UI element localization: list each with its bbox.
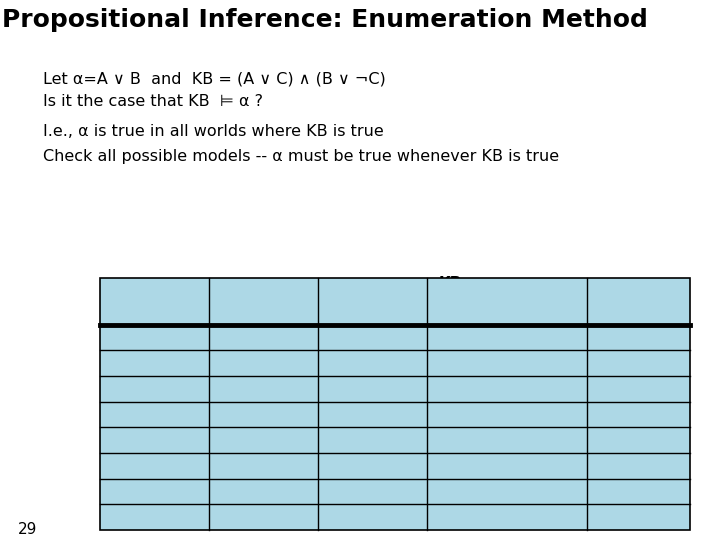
Text: True: True [217,510,249,525]
Text: False: False [326,484,364,499]
Text: False: False [217,356,256,370]
Text: Propositional Inference: Enumeration Method: Propositional Inference: Enumeration Met… [2,8,648,32]
Text: KB
(A ∨ C) ∧
(B ∨ ¬C): KB (A ∨ C) ∧ (B ∨ ¬C) [438,276,516,327]
Text: B: B [217,294,228,309]
Text: True: True [217,381,249,396]
Text: False: False [438,381,477,396]
Text: True: True [326,510,359,525]
Text: False: False [326,330,364,345]
Text: 29: 29 [18,522,37,537]
Text: False: False [326,381,364,396]
Text: True: True [438,433,471,448]
Text: True: True [326,407,359,422]
Text: False: False [108,407,146,422]
Text: α
A ∨ B: α A ∨ B [594,285,640,318]
Text: False: False [438,356,477,370]
Text: C: C [326,294,337,309]
Text: Let α=A ∨ B  and  KB = (A ∨ C) ∧ (B ∨ ¬C): Let α=A ∨ B and KB = (A ∨ C) ∧ (B ∨ ¬C) [43,71,386,86]
Text: True: True [108,484,140,499]
Text: False: False [108,381,146,396]
Text: False: False [217,330,256,345]
Text: True: True [326,356,359,370]
Text: False: False [108,330,146,345]
Text: False: False [438,458,477,474]
Text: True: True [438,407,471,422]
Text: False: False [217,458,256,474]
Text: I.e., α is true in all worlds where KB is true: I.e., α is true in all worlds where KB i… [43,124,384,139]
Text: False: False [326,433,364,448]
Text: Check all possible models -- α must be true whenever KB is true: Check all possible models -- α must be t… [43,148,559,164]
Text: A: A [108,294,120,309]
Text: False: False [438,330,477,345]
Text: True: True [438,510,471,525]
Text: True: True [326,458,359,474]
Text: True: True [108,433,140,448]
Text: True: True [108,510,140,525]
Text: Is it the case that KB  ⊨ α ?: Is it the case that KB ⊨ α ? [43,94,264,110]
Text: True: True [217,407,249,422]
Text: True: True [438,484,471,499]
Text: True: True [108,458,140,474]
Text: False: False [108,356,146,370]
Text: False: False [217,433,256,448]
Text: True: True [217,484,249,499]
